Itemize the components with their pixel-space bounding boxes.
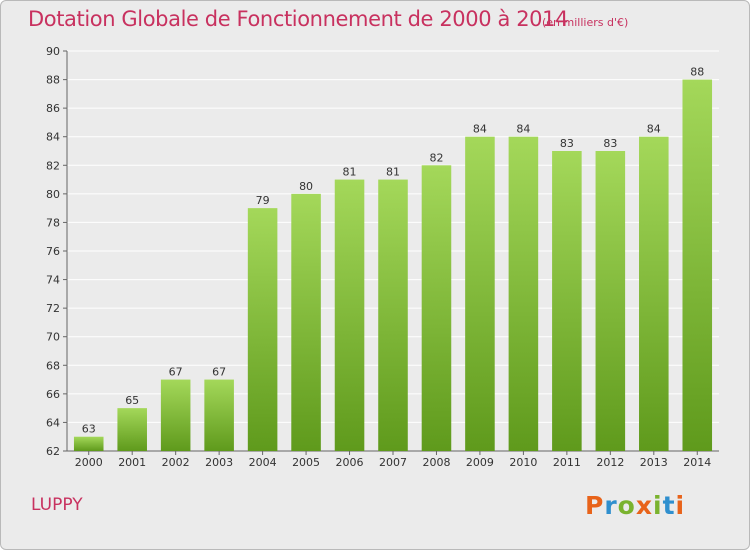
value-label: 67: [169, 366, 183, 379]
x-tick-label: 2014: [683, 456, 711, 469]
value-label: 83: [603, 137, 617, 150]
x-tick-label: 2011: [553, 456, 581, 469]
y-tick-label: 66: [46, 388, 60, 401]
x-tick-label: 2004: [249, 456, 277, 469]
x-tick-label: 2009: [466, 456, 494, 469]
value-label: 63: [82, 423, 96, 436]
y-tick-label: 72: [46, 302, 60, 315]
x-tick-label: 2003: [205, 456, 233, 469]
x-tick-label: 2006: [336, 456, 364, 469]
value-label: 81: [343, 166, 357, 179]
x-tick-label: 2007: [379, 456, 407, 469]
y-tick-label: 70: [46, 331, 60, 344]
bar: [508, 136, 539, 451]
x-tick-label: 2012: [596, 456, 624, 469]
logo-letter: o: [617, 491, 636, 520]
x-tick-label: 2002: [162, 456, 190, 469]
y-tick-label: 62: [46, 445, 60, 458]
x-tick-label: 2008: [422, 456, 450, 469]
bar: [160, 379, 191, 451]
value-label: 67: [212, 366, 226, 379]
y-tick-label: 74: [46, 274, 60, 287]
y-tick-label: 88: [46, 74, 60, 87]
bar: [378, 179, 408, 452]
bars: [73, 79, 713, 452]
value-label: 79: [256, 194, 270, 207]
value-label: 84: [647, 123, 661, 136]
chart-subtitle: (en milliers d'€): [542, 16, 629, 29]
proxiti-logo[interactable]: Proxiti: [585, 491, 685, 520]
value-label: 88: [690, 66, 704, 79]
value-label: 82: [429, 151, 443, 164]
x-tick-label: 2001: [118, 456, 146, 469]
value-label: 65: [125, 394, 139, 407]
y-tick-label: 82: [46, 159, 60, 172]
logo-letter: t: [662, 491, 676, 520]
bar: [595, 151, 626, 451]
bar: [117, 408, 147, 451]
x-tick-label: 2005: [292, 456, 320, 469]
y-tick-label: 64: [46, 416, 60, 429]
chart-title: Dotation Globale de Fonctionnement de 20…: [28, 7, 569, 31]
y-tick-label: 68: [46, 359, 60, 372]
y-tick-label: 84: [46, 131, 60, 144]
commune-name: LUPPY: [31, 495, 83, 515]
bar: [639, 136, 669, 451]
y-tick-label: 86: [46, 102, 60, 115]
value-label: 84: [516, 123, 530, 136]
bar: [334, 179, 365, 452]
bar: [247, 208, 278, 451]
y-tick-label: 80: [46, 188, 60, 201]
value-label: 84: [473, 123, 487, 136]
bar: [421, 165, 452, 452]
x-tick-label: 2010: [509, 456, 537, 469]
y-tick-label: 78: [46, 216, 60, 229]
y-tick-label: 76: [46, 245, 60, 258]
bar: [73, 436, 104, 451]
value-label: 81: [386, 166, 400, 179]
bar: [552, 151, 582, 451]
labels: 62 64 66 68 70 72 74 76 78 80 82 84 86 88 90 63 2000 65 20…: [46, 45, 711, 469]
y-tick-label: 90: [46, 45, 60, 58]
logo-letter: r: [604, 491, 618, 520]
bar: [465, 136, 495, 451]
value-label: 80: [299, 180, 313, 193]
bar: [204, 379, 234, 451]
logo-letter: P: [585, 491, 605, 520]
bar: [682, 79, 713, 452]
logo-letter: i: [675, 491, 686, 520]
logo-letter: x: [635, 491, 653, 520]
logo-letter: i: [653, 491, 663, 520]
x-tick-label: 2000: [75, 456, 103, 469]
bar: [291, 193, 321, 451]
value-label: 83: [560, 137, 574, 150]
x-tick-label: 2013: [640, 456, 668, 469]
